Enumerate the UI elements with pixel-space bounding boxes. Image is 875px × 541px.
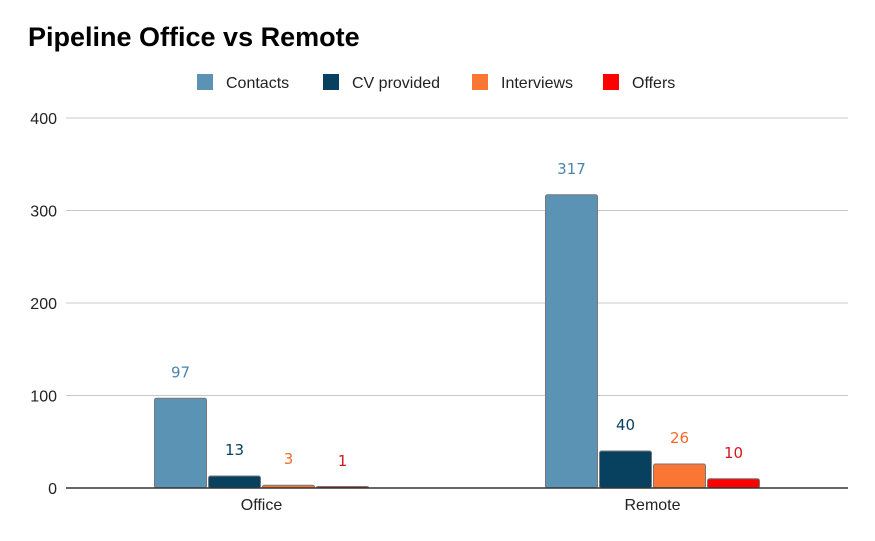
legend-label: Contacts [226, 75, 289, 92]
legend-swatch [323, 74, 339, 90]
bar [545, 194, 598, 489]
bar [653, 463, 706, 489]
y-tick-label: 400 [30, 111, 57, 128]
legend-swatch [603, 74, 619, 90]
y-tick-label: 200 [30, 296, 57, 313]
y-tick-label: 300 [30, 204, 57, 221]
legend-swatch [472, 74, 488, 90]
data-label: 97 [171, 363, 190, 381]
y-tick-label: 0 [48, 481, 57, 498]
data-label: 317 [557, 160, 586, 178]
bar [599, 450, 652, 489]
data-label: 10 [724, 444, 743, 462]
legend-label: Interviews [501, 75, 573, 92]
x-category-label: Remote [624, 497, 680, 514]
legend-label: Offers [632, 75, 675, 92]
data-label: 13 [225, 441, 244, 459]
chart-title: Pipeline Office vs Remote [28, 22, 360, 52]
legend-swatch [197, 74, 213, 90]
data-label: 40 [616, 416, 635, 434]
data-label: 26 [670, 429, 689, 447]
x-category-label: Office [241, 497, 283, 514]
data-label: 3 [284, 450, 294, 468]
bar [707, 478, 760, 489]
data-label: 1 [338, 452, 348, 470]
bar [154, 397, 207, 489]
bar [208, 475, 261, 489]
legend-label: CV provided [352, 75, 440, 92]
y-tick-label: 100 [30, 389, 57, 406]
